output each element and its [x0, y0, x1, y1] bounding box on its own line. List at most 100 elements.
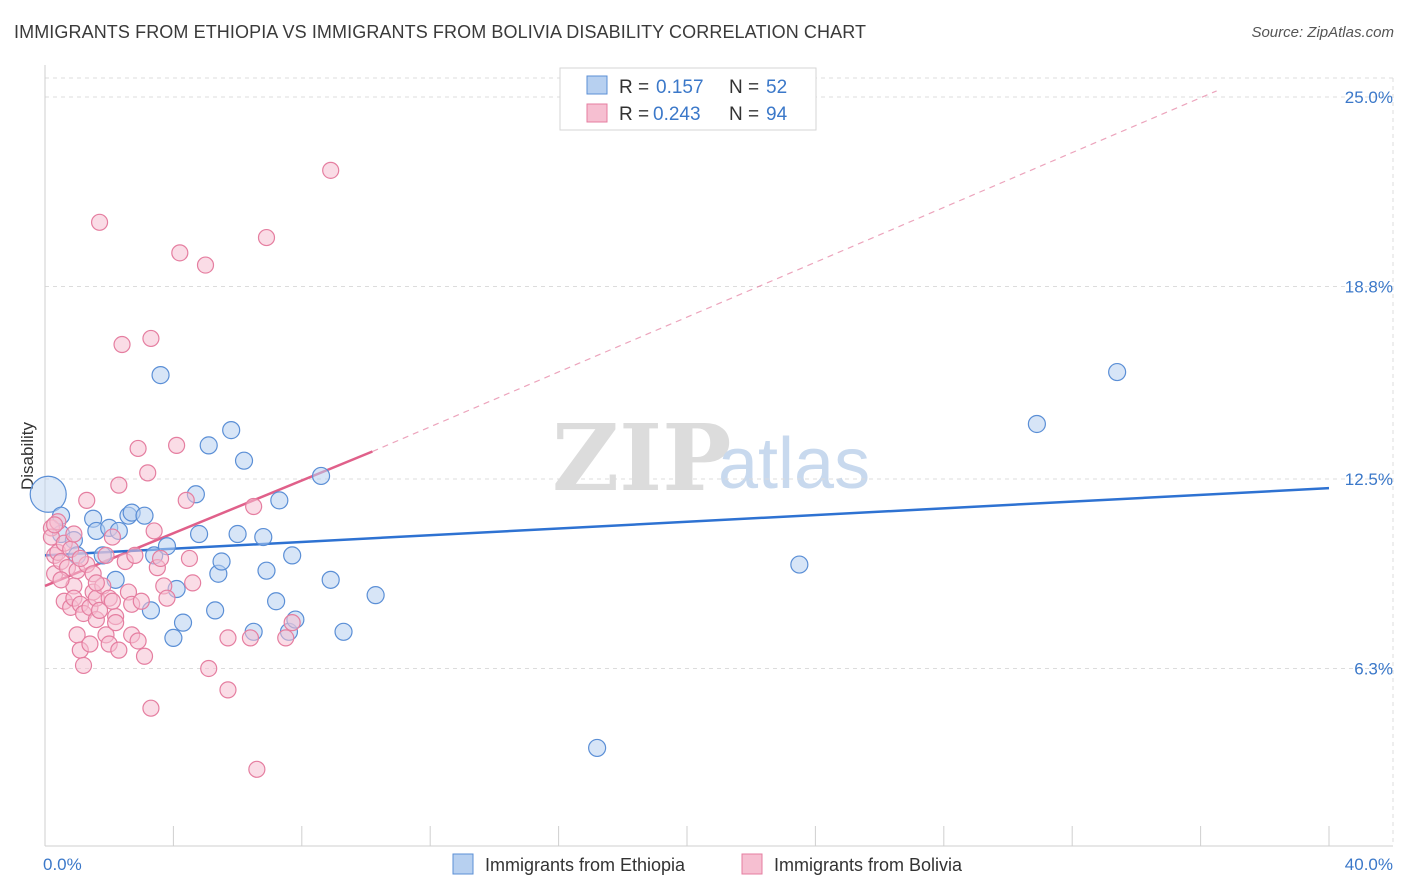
- axes: [44, 65, 1393, 847]
- data-point-bolivia: [110, 476, 128, 494]
- x-tick-label: 40.0%: [1345, 855, 1393, 874]
- data-point-bolivia: [171, 244, 189, 262]
- data-point-ethiopia: [212, 552, 231, 571]
- tick-labels: 6.3% 12.5% 18.8% 25.0% 0.0% 40.0%: [43, 88, 1393, 874]
- data-point-ethiopia: [1108, 362, 1127, 382]
- legend-n-value-ethiopia: 52: [766, 77, 787, 98]
- series-bolivia-points: [42, 161, 340, 778]
- data-point-bolivia: [90, 601, 109, 620]
- data-point-ethiopia: [228, 524, 247, 544]
- data-point-bolivia: [241, 629, 260, 647]
- bottom-legend: Immigrants from Ethiopia Immigrants from…: [452, 853, 963, 875]
- data-point-ethiopia: [254, 527, 273, 547]
- data-point-ethiopia: [1027, 414, 1046, 434]
- data-point-bolivia: [142, 329, 160, 348]
- data-point-bolivia: [200, 659, 218, 678]
- legend-r-value-bolivia: 0.243: [653, 104, 701, 125]
- trend-line-bolivia-extension: [372, 90, 1217, 453]
- data-point-bolivia: [87, 574, 105, 592]
- data-point-bolivia: [107, 614, 125, 632]
- data-point-bolivia: [219, 629, 237, 647]
- data-point-bolivia: [103, 592, 122, 610]
- legend-swatch-bolivia: [586, 103, 608, 123]
- data-point-bolivia: [129, 439, 147, 458]
- data-point-ethiopia: [206, 601, 225, 620]
- data-point-bolivia: [81, 635, 99, 653]
- legend-r-value-ethiopia: 0.157: [656, 77, 704, 98]
- data-point-ethiopia: [234, 451, 254, 470]
- data-point-ethiopia: [790, 555, 809, 574]
- bottom-legend-swatch-ethiopia: [452, 853, 474, 875]
- data-point-ethiopia: [151, 365, 170, 385]
- source-credit: Source: ZipAtlas.com: [1251, 24, 1394, 41]
- legend-box: R = 0.157 N = 52 R = 0.243 N = 94: [559, 67, 817, 131]
- y-axis-label: Disability: [18, 421, 37, 490]
- data-point-ethiopia: [267, 592, 286, 611]
- data-point-ethiopia: [222, 421, 241, 440]
- watermark-zip: ZIP: [552, 404, 731, 512]
- data-point-bolivia: [322, 161, 340, 179]
- data-point-bolivia: [135, 647, 154, 665]
- data-point-bolivia: [113, 335, 131, 354]
- legend-n-label-bolivia: N =: [729, 104, 759, 125]
- data-point-ethiopia: [29, 475, 67, 513]
- data-point-bolivia: [184, 574, 202, 592]
- data-point-ethiopia: [189, 524, 209, 544]
- data-point-ethiopia: [311, 466, 331, 486]
- data-point-bolivia: [65, 525, 83, 543]
- data-point-bolivia: [142, 699, 160, 717]
- watermark-atlas: atlas: [718, 424, 870, 504]
- data-point-ethiopia: [135, 506, 154, 525]
- data-point-ethiopia: [283, 546, 302, 565]
- data-point-bolivia: [139, 464, 157, 482]
- data-point-bolivia: [129, 632, 147, 650]
- data-point-bolivia: [97, 546, 115, 565]
- legend-n-value-bolivia: 94: [766, 104, 788, 125]
- legend-n-label-ethiopia: N =: [729, 77, 759, 98]
- data-point-ethiopia: [334, 622, 353, 641]
- bottom-legend-label-bolivia: Immigrants from Bolivia: [774, 855, 963, 875]
- data-point-bolivia: [196, 256, 215, 274]
- data-point-bolivia: [71, 549, 89, 568]
- data-point-bolivia: [177, 491, 195, 509]
- data-point-ethiopia: [199, 436, 218, 455]
- legend-r-label-bolivia: R =: [619, 104, 649, 125]
- bottom-legend-label-ethiopia: Immigrants from Ethiopia: [485, 855, 686, 875]
- data-point-bolivia: [168, 436, 186, 454]
- x-tick-label: 0.0%: [43, 855, 82, 874]
- data-point-bolivia: [245, 497, 263, 516]
- data-point-ethiopia: [173, 613, 193, 632]
- y-tick-label: 18.8%: [1345, 277, 1393, 296]
- data-point-ethiopia: [588, 738, 607, 758]
- data-point-bolivia: [158, 589, 176, 607]
- data-point-bolivia: [151, 549, 170, 568]
- y-tick-label: 25.0%: [1345, 88, 1393, 107]
- data-point-bolivia: [248, 760, 266, 778]
- data-point-bolivia: [103, 528, 122, 546]
- data-point-ethiopia: [270, 491, 289, 510]
- legend-r-label-ethiopia: R =: [619, 77, 649, 98]
- data-point-ethiopia: [257, 561, 276, 580]
- data-point-bolivia: [78, 491, 96, 509]
- data-point-bolivia: [110, 641, 128, 659]
- data-point-bolivia: [52, 571, 70, 589]
- data-point-bolivia: [46, 516, 64, 534]
- data-point-ethiopia: [164, 628, 183, 648]
- legend-swatch-ethiopia: [586, 75, 608, 95]
- gridlines: [45, 77, 1394, 846]
- data-point-bolivia: [257, 228, 276, 247]
- y-tick-label: 12.5%: [1345, 470, 1393, 489]
- data-point-ethiopia: [366, 586, 385, 605]
- data-point-bolivia: [132, 592, 150, 610]
- data-point-ethiopia: [321, 570, 340, 589]
- data-point-bolivia: [277, 629, 295, 647]
- y-tick-label: 6.3%: [1354, 659, 1393, 678]
- data-point-bolivia: [283, 614, 301, 632]
- data-point-bolivia: [145, 522, 163, 540]
- data-point-bolivia: [180, 549, 199, 568]
- data-point-bolivia: [90, 213, 109, 231]
- chart-title: IMMIGRANTS FROM ETHIOPIA VS IMMIGRANTS F…: [14, 22, 867, 42]
- bottom-legend-swatch-bolivia: [741, 853, 763, 875]
- data-point-bolivia: [74, 656, 93, 675]
